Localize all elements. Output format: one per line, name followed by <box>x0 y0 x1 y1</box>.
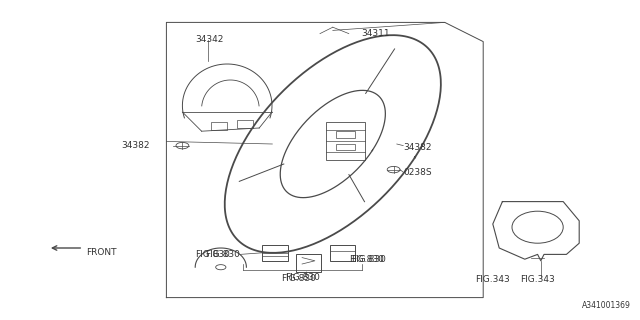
Text: FRONT: FRONT <box>86 248 117 257</box>
Bar <box>336 131 355 138</box>
Bar <box>296 254 321 272</box>
Text: 34382: 34382 <box>403 143 432 152</box>
Text: FIG.830: FIG.830 <box>349 255 383 264</box>
Bar <box>262 245 288 261</box>
Bar <box>211 122 227 130</box>
Text: FIG.830: FIG.830 <box>195 250 230 259</box>
Bar <box>330 245 355 261</box>
Bar <box>336 144 355 150</box>
Text: FIG.343: FIG.343 <box>520 276 555 284</box>
Bar <box>237 120 253 128</box>
Text: FIG.830: FIG.830 <box>285 273 319 282</box>
Text: FIG.343: FIG.343 <box>476 276 510 284</box>
Text: 34311: 34311 <box>362 29 390 38</box>
Bar <box>326 122 365 160</box>
Text: 34342: 34342 <box>195 36 223 44</box>
Text: FIG.830: FIG.830 <box>351 255 385 264</box>
Text: A341001369: A341001369 <box>582 301 630 310</box>
Text: FIG.830: FIG.830 <box>205 250 239 259</box>
Text: 0238S: 0238S <box>403 168 432 177</box>
Text: 34382: 34382 <box>122 141 150 150</box>
Text: FIG.830: FIG.830 <box>282 274 316 283</box>
